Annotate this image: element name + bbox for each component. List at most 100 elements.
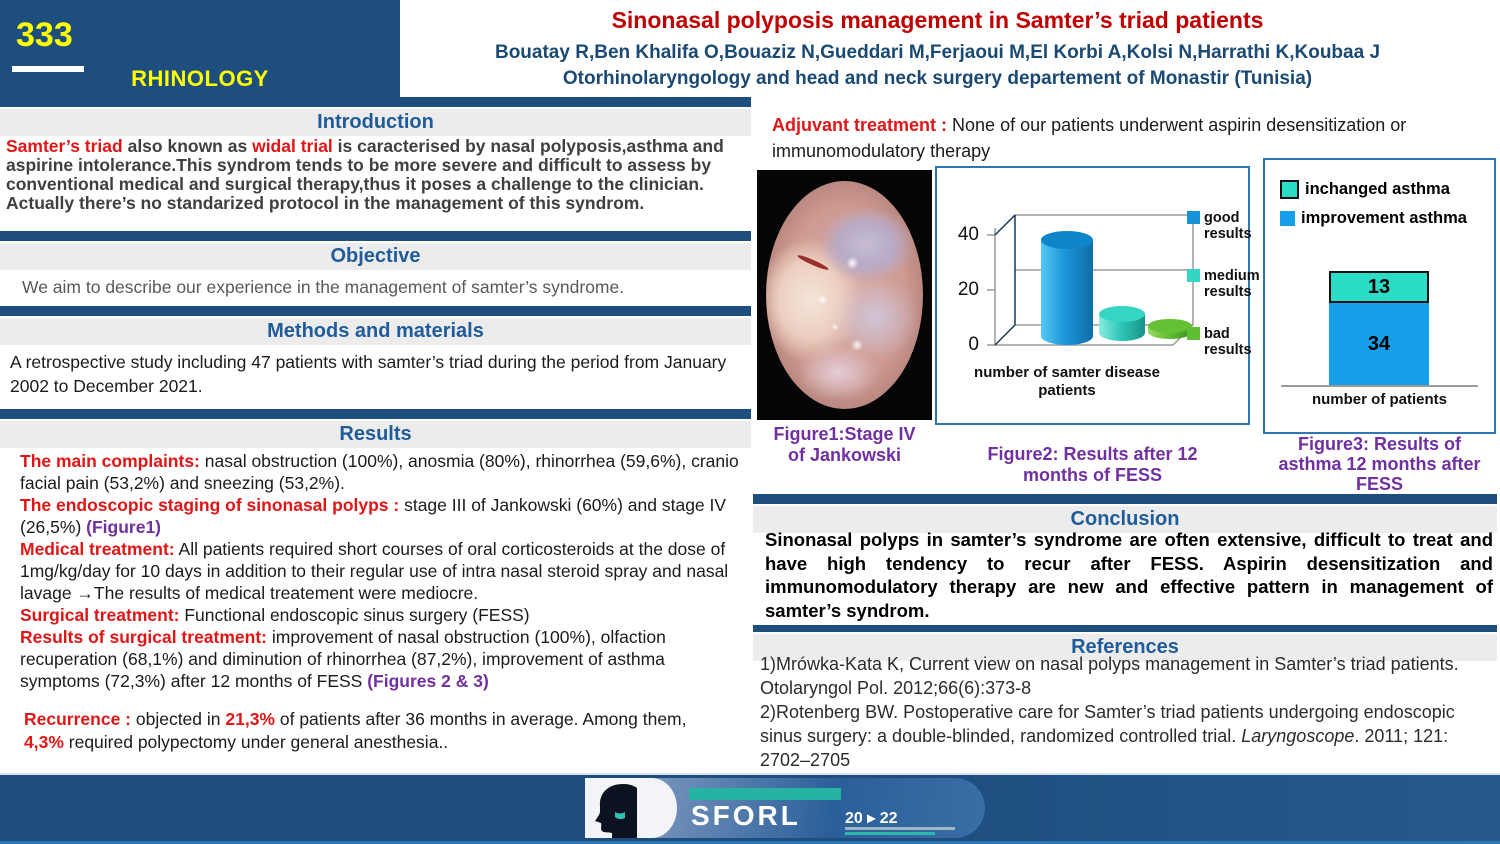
figure2-caption-line2: months of FESS [1023, 465, 1162, 485]
poster-header: Sinonasal polyposis management in Samter… [400, 0, 1475, 97]
fig3-bar-segment-improvement: 34 [1329, 303, 1429, 385]
section-title-objective: Objective [330, 245, 421, 267]
objective-text: We aim to describe our experience in the… [22, 277, 625, 297]
section-header-results: Results [0, 409, 751, 448]
section-header-methods: Methods and materials [0, 306, 751, 345]
results-complaints: The main complaints: nasal obstruction (… [20, 450, 742, 494]
logo-subline-2 [845, 832, 935, 835]
results-staging: The endoscopic staging of sinonasal poly… [20, 494, 742, 538]
face-profile-icon [595, 784, 637, 838]
figure1-endoscopic-image [757, 170, 932, 420]
poster-category: RHINOLOGY [131, 66, 269, 91]
fig2-ytick-20: 20 [957, 279, 979, 300]
reference-2-pages: . 2011; 121: 2702–2705 [760, 726, 1449, 770]
results-medical-value: All patients required short courses of o… [20, 539, 729, 603]
fig2-legend-good: good results [1187, 210, 1260, 242]
reference-2: 2)Rotenberg BW. Postoperative care for S… [760, 700, 1492, 772]
results-surgical-outcome: Results of surgical treatment: improveme… [20, 626, 742, 692]
section-title-band: Introduction [0, 109, 751, 136]
logo-ribbon [689, 788, 841, 800]
section-header-references: References [753, 625, 1497, 661]
recurrence-label: Recurrence : [24, 709, 131, 729]
figure3-caption-line2: asthma 12 months after [1278, 454, 1481, 474]
section-title-introduction: Introduction [317, 111, 434, 133]
fig3-x-axis-label: number of patients [1311, 391, 1447, 408]
fig2-ytick-40: 40 [957, 224, 979, 245]
recurrence-part: required polypectomy under general anest… [63, 732, 449, 752]
legend-label-good-results: good results [1204, 210, 1252, 242]
figure1-caption-line1: Figure1:Stage IV [773, 424, 916, 444]
section-header-objective: Objective [0, 231, 751, 270]
section-title-band: Conclusion [753, 506, 1497, 533]
section-divider-bar [0, 409, 751, 419]
results-staging-label: The endoscopic staging of sinonasal poly… [20, 495, 400, 515]
legend-label-medium-results: medium results [1204, 268, 1260, 300]
fig2-ytick-0: 0 [968, 334, 979, 355]
section-title-band: References [753, 634, 1497, 661]
section-title-band: Results [0, 421, 751, 448]
figure1-caption: Figure1:Stage IV of Jankowski [752, 424, 937, 466]
recurrence-text: Recurrence : objected in 21,3% of patien… [24, 708, 724, 754]
figure2-caption-line1: Figure2: Results after 12 [987, 444, 1198, 464]
section-header-conclusion: Conclusion [753, 494, 1497, 533]
reference-1: 1)Mrówka-Kata K, Current view on nasal p… [760, 654, 1459, 698]
legend-label-bad-results: bad results [1204, 326, 1252, 358]
section-title-band: Objective [0, 243, 751, 270]
fig3-legend: inchanged asthma improvement asthma [1280, 180, 1467, 238]
recurrence-part: of patients after 36 months in average. … [275, 709, 687, 729]
figure3-chart: inchanged asthma improvement asthma 13 3… [1263, 158, 1496, 434]
section-divider-bar [753, 494, 1497, 504]
section-divider-bar [0, 231, 751, 241]
poster-title: Sinonasal polyposis management in Samter… [611, 7, 1264, 33]
legend-swatch-good-results [1187, 211, 1200, 224]
reference-2-text: 2)Rotenberg BW. Postoperative care for S… [760, 702, 1455, 746]
section-divider-bar [0, 306, 751, 316]
logo-face-plate [585, 778, 677, 838]
results-medical-label: Medical treatment: [20, 539, 175, 559]
section-header-introduction: Introduction [0, 97, 751, 136]
section-title-methods: Methods and materials [267, 320, 484, 342]
figures23-reference: (Figures 2 & 3) [367, 671, 489, 691]
results-outcome-value: improvement of nasal obstruction (100%),… [20, 627, 666, 691]
results-surgical-label: Surgical treatment: [20, 605, 180, 625]
results-complaints-value: nasal obstruction (100%), anosmia (80%),… [20, 451, 739, 493]
figure3-caption-line1: Figure3: Results of [1297, 434, 1462, 454]
recurrence-rate: 21,3% [225, 709, 275, 729]
legend-label-improvement-asthma: improvement asthma [1301, 209, 1467, 227]
results-staging-value: stage III of Jankowski (60%) and stage I… [20, 495, 727, 537]
footer-band: SFORL 20 ▸ 22 [0, 773, 1500, 844]
fig3-legend-improvement: improvement asthma [1280, 209, 1467, 228]
conclusion-text: Sinonasal polyps in samter’s syndrome ar… [765, 529, 1493, 621]
fig2-x-axis-label: number of samter disease patients [974, 364, 1160, 399]
section-divider-bar [0, 97, 751, 107]
logo-subline-1 [845, 827, 955, 830]
legend-swatch-inchanged-asthma [1280, 180, 1299, 199]
results-surgical: Surgical treatment: Functional endoscopi… [20, 604, 742, 626]
introduction-text: Samter’s triad also known as widal trial… [6, 137, 748, 213]
poster-affiliation: Otorhinolaryngology and head and neck su… [562, 68, 1313, 89]
fig3-bar-segment-inchanged: 13 [1329, 271, 1429, 303]
intro-text-part: is caracterised by nasal polyposis,asthm… [6, 136, 724, 213]
results-surgical-value: Functional endoscopic sinus surgery (FES… [179, 605, 530, 625]
section-title-conclusion: Conclusion [1070, 508, 1180, 530]
section-title-references: References [1071, 636, 1179, 658]
results-medical: Medical treatment: All patients required… [20, 538, 742, 604]
figure2-chart: 40 20 0 number of samter disease patient… [935, 166, 1260, 425]
adjuvant-value: None of our patients underwent aspirin d… [772, 115, 1407, 161]
fig2-legend-medium: medium results [1187, 268, 1260, 300]
figure1-reference: (Figure1) [86, 517, 162, 537]
figure2-caption: Figure2: Results after 12 months of FESS [935, 444, 1250, 486]
adjuvant-label: Adjuvant treatment : [772, 115, 948, 135]
intro-term-samters-triad: Samter’s triad [6, 136, 123, 156]
fig2-legend-bad: bad results [1187, 326, 1260, 358]
references-text: 1)Mrówka-Kata K, Current view on nasal p… [760, 652, 1492, 772]
results-outcome-label: Results of surgical treatment: [20, 627, 267, 647]
badge-underline [12, 66, 84, 72]
adjuvant-treatment-text: Adjuvant treatment : None of our patient… [772, 112, 1462, 164]
polypectomy-rate: 4,3% [24, 732, 64, 752]
intro-text-part: also known as [122, 136, 253, 156]
legend-swatch-medium-results [1187, 269, 1200, 282]
figure2-chart-canvas [987, 214, 1194, 346]
reference-2-journal: Laryngoscope [1241, 726, 1355, 746]
section-title-band: Methods and materials [0, 318, 751, 345]
